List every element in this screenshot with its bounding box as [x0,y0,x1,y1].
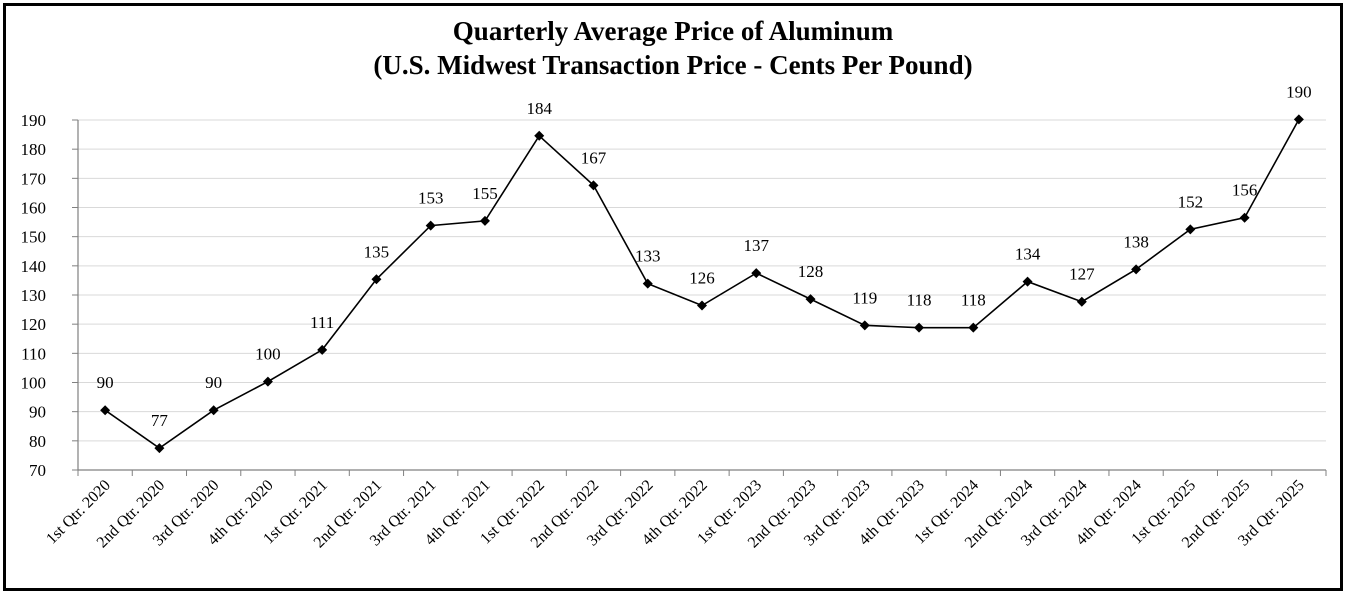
data-label: 100 [255,345,281,364]
y-tick-label: 150 [21,228,47,247]
data-point [1022,276,1033,287]
data-label: 118 [907,291,932,310]
data-point [1076,296,1087,307]
y-tick-label: 70 [29,461,46,480]
chart-title: Quarterly Average Price of Aluminum [452,16,894,46]
data-point [208,405,219,416]
data-point [805,294,816,305]
data-label: 153 [418,189,444,208]
data-point [479,215,490,226]
data-label: 90 [97,373,114,392]
data-point [1185,224,1196,235]
y-tick-label: 140 [21,257,47,276]
data-label: 156 [1232,181,1258,200]
y-tick-label: 120 [21,315,47,334]
data-label: 119 [852,288,877,307]
data-label: 134 [1015,245,1041,264]
y-tick-label: 110 [21,344,46,363]
data-label: 77 [151,411,169,430]
data-label: 137 [744,236,770,255]
y-tick-label: 90 [29,403,46,422]
y-tick-label: 100 [21,374,47,393]
data-label: 155 [472,184,498,203]
data-point [914,322,925,333]
data-point [371,274,382,285]
data-point [1239,212,1250,223]
gridlines [78,119,1326,442]
data-point [697,300,707,311]
chart-frame [3,3,1343,591]
data-point [425,220,436,231]
data-point [751,268,762,279]
y-tick-label: 190 [21,111,47,130]
chart-titles: Quarterly Average Price of Aluminum (U.S… [0,14,1346,82]
price-series [100,114,1304,454]
data-label: 126 [689,269,715,288]
data-label: 133 [635,247,661,266]
data-point [642,278,653,289]
data-label: 90 [205,373,222,392]
data-point [968,322,979,333]
data-label: 127 [1069,265,1095,284]
data-label: 184 [526,99,552,118]
data-point [100,405,111,416]
y-tick-label: 80 [29,432,46,451]
data-point [534,130,545,141]
data-point [1131,264,1142,275]
y-tick-label: 160 [21,199,47,218]
data-label: 190 [1286,82,1312,101]
data-point [859,320,870,331]
data-point [317,344,328,355]
y-tick-label: 180 [21,140,47,159]
data-label: 111 [310,313,334,332]
data-label: 118 [961,291,986,310]
y-tick-label: 170 [21,169,47,188]
data-label: 138 [1123,232,1149,251]
data-point [588,180,599,191]
data-point [1293,114,1304,125]
data-label: 128 [798,262,824,281]
data-point [262,376,273,387]
y-tick-label: 130 [21,286,47,305]
y-axis-ticks: 70 80 90 100 110 120 130 140 150 160 170 180 190 [21,111,78,480]
data-label: 167 [581,148,607,167]
data-label: 135 [364,242,390,261]
data-labels: 90 77 90 100 111 135 153 155 184 167 133 126 137 128 1… [97,82,1312,430]
data-point [154,443,165,454]
chart-subtitle: (U.S. Midwest Transaction Price - Cents … [373,50,973,80]
data-label: 152 [1178,192,1204,211]
